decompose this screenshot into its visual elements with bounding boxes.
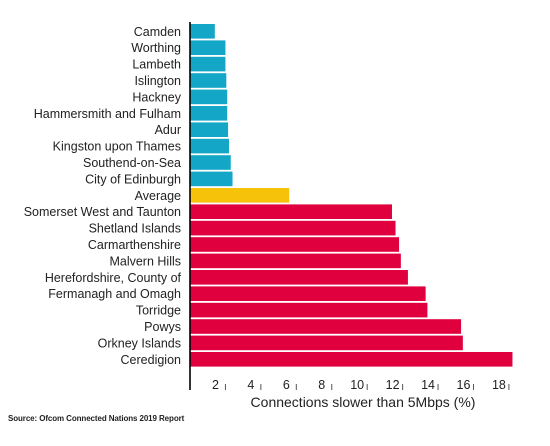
category-label: Average xyxy=(135,189,181,203)
x-tick-label: 2 xyxy=(212,378,219,392)
x-axis-ticks: 2 4 6 8 10 12 14 16 18 xyxy=(212,378,510,392)
bars-group xyxy=(190,24,513,367)
bar-hackney xyxy=(190,89,228,105)
x-tick-label: 12 xyxy=(386,378,400,392)
x-axis-title: Connections slower than 5Mbps (%) xyxy=(251,394,476,410)
bar-shetland-islands xyxy=(190,220,396,236)
bar-adur xyxy=(190,122,229,137)
category-label: Somerset West and Taunton xyxy=(24,205,181,219)
category-label: Shetland Islands xyxy=(89,222,181,236)
bar-torridge xyxy=(190,302,428,318)
category-label: City of Edinburgh xyxy=(85,172,181,186)
x-tick-label: 6 xyxy=(283,378,290,392)
bar-orkney-islands xyxy=(190,335,463,351)
category-label: Ceredigion xyxy=(121,353,182,367)
bar-powys xyxy=(190,319,462,334)
bar-city-of-edinburgh xyxy=(190,171,233,187)
bar-southend-on-sea xyxy=(190,155,231,170)
bar-chart: Camden Worthing Lambeth Islington Hackney Ham… xyxy=(24,22,513,410)
category-label: Hackney xyxy=(132,90,181,104)
bar-carmarthenshire xyxy=(190,237,400,252)
bar-average xyxy=(190,188,290,203)
category-label: Herefordshire, County of xyxy=(45,271,182,285)
bar-worthing xyxy=(190,40,226,55)
bar-hammersmith-and-fulham xyxy=(190,106,228,121)
category-label: Carmarthenshire xyxy=(88,238,181,252)
bar-ceredigion xyxy=(190,352,513,367)
category-label: Camden xyxy=(134,25,181,39)
x-tick-label: 18 xyxy=(492,378,506,392)
x-tick-label: 8 xyxy=(318,378,325,392)
x-tick-label: 16 xyxy=(457,378,471,392)
bar-islington xyxy=(190,73,227,88)
category-label: Orkney Islands xyxy=(98,336,181,350)
source-note: Source: Ofcom Connected Nations 2019 Rep… xyxy=(8,414,185,423)
category-label: Powys xyxy=(144,320,181,334)
x-tick-label: 4 xyxy=(247,378,254,392)
category-label: Lambeth xyxy=(132,58,181,72)
bar-malvern-hills xyxy=(190,253,401,269)
category-label: Adur xyxy=(155,123,181,137)
x-tick-label: 14 xyxy=(421,378,435,392)
bar-somerset-west-and-taunton xyxy=(190,204,392,219)
category-label: Islington xyxy=(134,74,181,88)
bar-lambeth xyxy=(190,56,226,72)
category-label: Hammersmith and Fulham xyxy=(34,107,181,121)
bar-herefordshire-county-of xyxy=(190,270,408,285)
bar-kingston-upon-thames xyxy=(190,138,229,154)
category-label: Fermanagh and Omagh xyxy=(48,287,181,301)
category-label: Southend-on-Sea xyxy=(83,156,181,170)
x-tick-label: 10 xyxy=(350,378,364,392)
category-label: Torridge xyxy=(136,304,181,318)
bar-fermanagh-and-omagh xyxy=(190,286,426,301)
bar-camden xyxy=(190,24,215,39)
category-label: Worthing xyxy=(131,41,181,55)
category-labels: Camden Worthing Lambeth Islington Hackney Ham… xyxy=(24,25,182,367)
category-label: Kingston upon Thames xyxy=(53,140,181,154)
category-label: Malvern Hills xyxy=(109,254,181,268)
